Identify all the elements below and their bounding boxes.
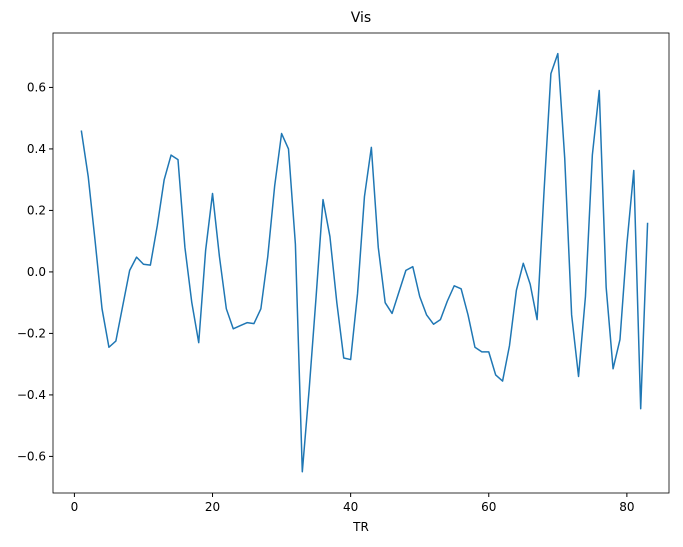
y-tick-label: 0.4: [27, 142, 46, 156]
y-tick-label: −0.4: [17, 388, 46, 402]
y-tick-label: −0.2: [17, 326, 46, 340]
y-tick-label: 0.6: [27, 80, 46, 94]
y-tick-label: 0.0: [27, 265, 46, 279]
y-tick-label: 0.2: [27, 203, 46, 217]
x-tick-label: 40: [343, 500, 358, 514]
x-tick-label: 0: [71, 500, 79, 514]
plot-frame: [52, 32, 670, 494]
chart-title: Vis: [351, 10, 371, 26]
x-tick-label: 60: [481, 500, 496, 514]
y-tick-label: −0.6: [17, 449, 46, 463]
x-tick-label: 80: [619, 500, 634, 514]
x-tick-label: 20: [205, 500, 220, 514]
x-axis-label: TR: [352, 520, 369, 534]
data-line: [80, 52, 649, 473]
